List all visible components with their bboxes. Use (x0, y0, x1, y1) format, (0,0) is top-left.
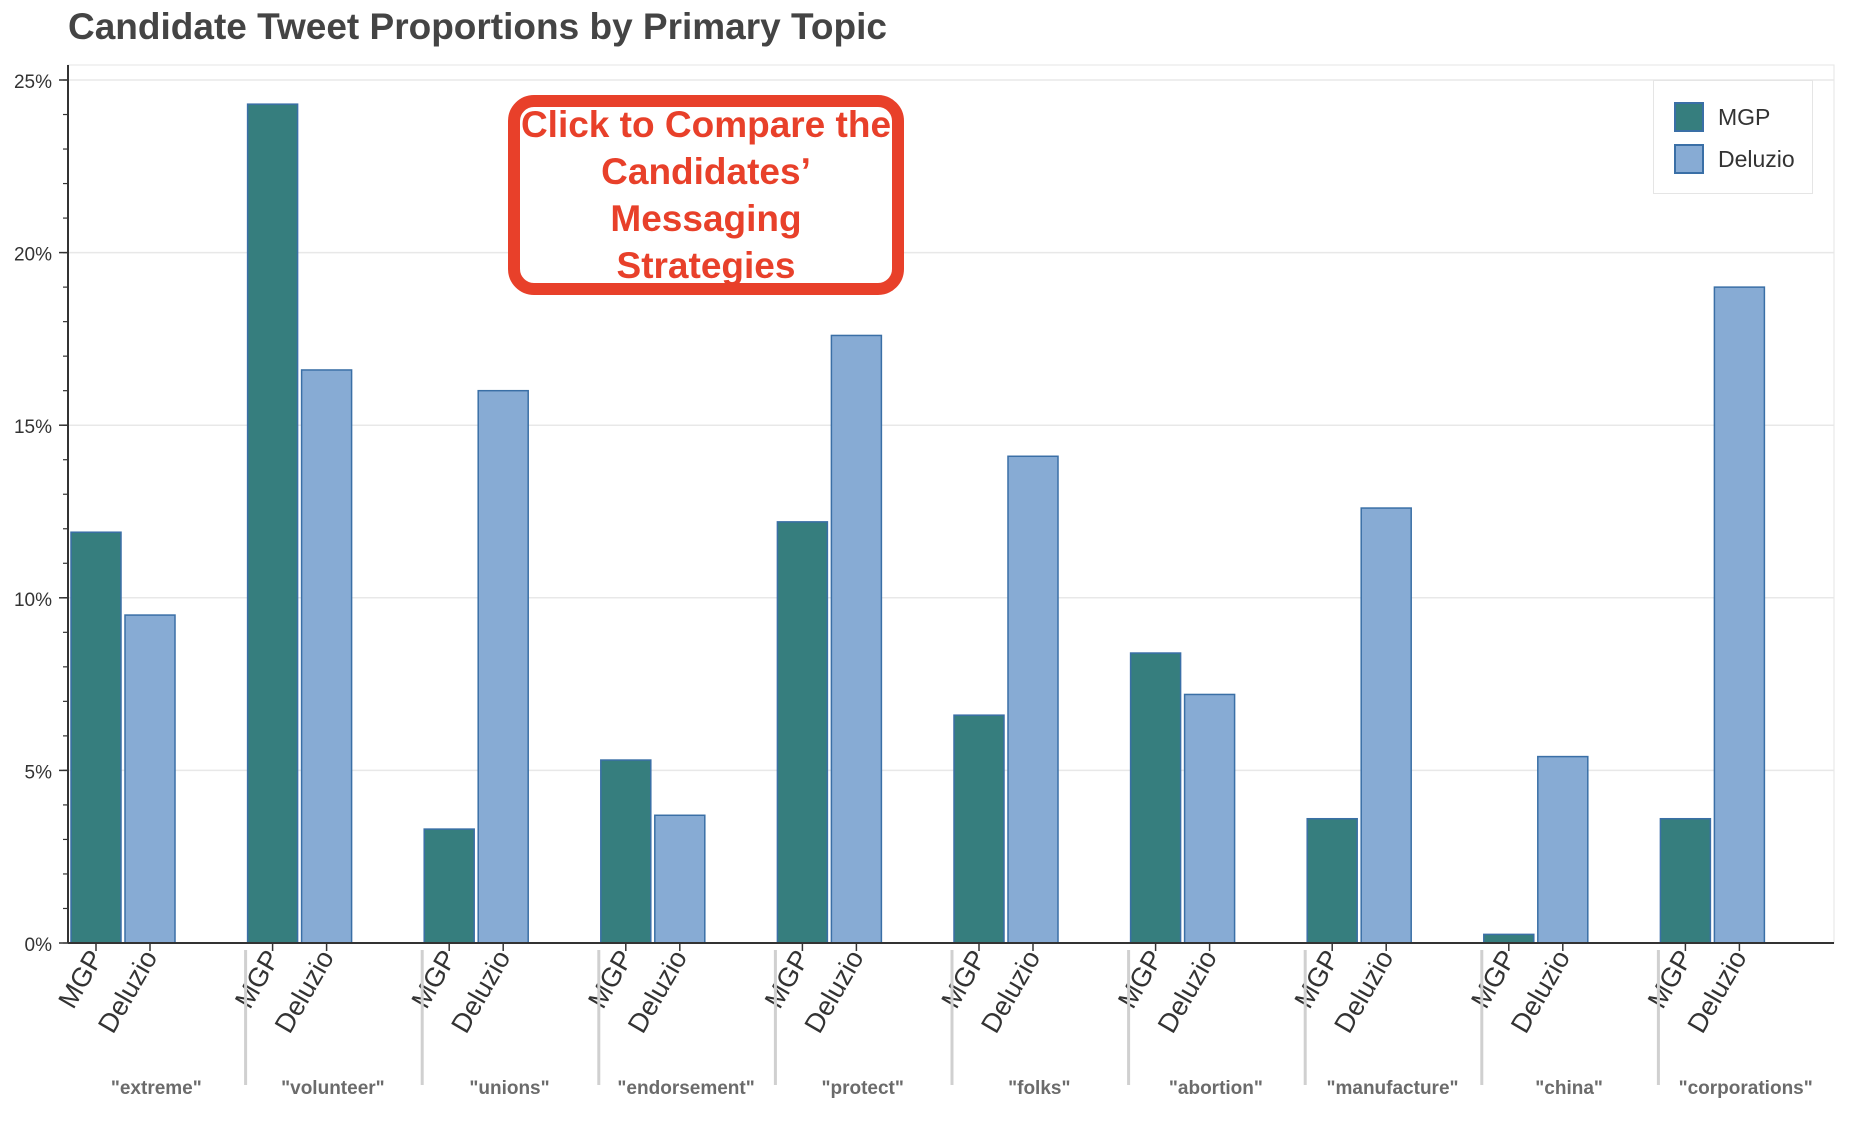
bar-mgp-6[interactable] (1129, 652, 1182, 944)
x-axis-labels: MGPDeluzio"extreme"MGPDeluzio"volunteer"… (52, 945, 1812, 1099)
bar-mgp-9[interactable] (1659, 817, 1712, 944)
legend-item-mgp[interactable]: MGP (1674, 101, 1770, 133)
bar-deluzio-5[interactable] (1007, 455, 1059, 944)
legend: MGP Deluzio (1653, 80, 1813, 194)
x-series-label: MGP (1289, 945, 1346, 1013)
legend-swatch-deluzio (1674, 144, 1704, 174)
x-series-label: MGP (935, 945, 992, 1013)
bar-deluzio-6[interactable] (1183, 693, 1236, 944)
y-tick-label: 5% (25, 762, 53, 783)
chart-title: Candidate Tweet Proportions by Primary T… (68, 6, 887, 47)
x-series-label: MGP (1112, 945, 1169, 1013)
x-category-label: "abortion" (1169, 1078, 1263, 1099)
x-category-label: "china" (1535, 1078, 1603, 1099)
bar-mgp-1[interactable] (246, 103, 299, 944)
bar-mgp-2[interactable] (423, 828, 475, 944)
bar-deluzio-4[interactable] (830, 334, 883, 944)
x-category-label: "unions" (469, 1078, 549, 1099)
bar-deluzio-0[interactable] (124, 614, 176, 944)
y-tick-label: 20% (14, 245, 52, 266)
x-series-label: MGP (52, 945, 109, 1013)
bar-mgp-8[interactable] (1483, 933, 1535, 944)
legend-item-deluzio[interactable]: Deluzio (1674, 143, 1795, 175)
x-series-label: MGP (1642, 945, 1699, 1013)
x-series-label: MGP (1465, 945, 1522, 1013)
x-category-label: "volunteer" (281, 1078, 385, 1099)
compare-candidates-label: Click to Compare the Candidates’ Messagi… (520, 104, 892, 286)
bar-mgp-3[interactable] (600, 759, 652, 944)
bar-deluzio-8[interactable] (1537, 755, 1589, 944)
x-category-label: "extreme" (111, 1078, 202, 1099)
x-series-label: MGP (229, 945, 286, 1013)
bar-deluzio-3[interactable] (654, 814, 706, 944)
bar-mgp-5[interactable] (953, 714, 1005, 944)
y-tick-label: 15% (14, 417, 52, 438)
y-tick-label: 0% (25, 935, 53, 956)
legend-swatch-mgp (1674, 102, 1704, 132)
x-category-label: "corporations" (1679, 1078, 1813, 1099)
x-category-label: "folks" (1008, 1078, 1070, 1099)
compare-candidates-button[interactable]: Click to Compare the Candidates’ Messagi… (508, 95, 904, 295)
bar-deluzio-1[interactable] (300, 369, 353, 944)
bar-mgp-7[interactable] (1306, 817, 1358, 944)
y-tick-label: 25% (14, 72, 52, 93)
bar-mgp-4[interactable] (776, 521, 829, 944)
x-category-label: "endorsement" (617, 1078, 754, 1099)
x-category-label: "protect" (821, 1078, 903, 1099)
bar-deluzio-7[interactable] (1360, 507, 1412, 944)
x-category-label: "manufacture" (1326, 1078, 1458, 1099)
x-series-label: MGP (759, 945, 816, 1013)
bars[interactable] (70, 103, 1766, 944)
x-series-label: MGP (582, 945, 639, 1013)
bar-mgp-0[interactable] (70, 531, 122, 944)
y-tick-label: 10% (14, 590, 52, 611)
bar-deluzio-9[interactable] (1713, 286, 1766, 944)
legend-label-mgp: MGP (1718, 103, 1771, 130)
legend-label-deluzio: Deluzio (1718, 145, 1795, 172)
x-series-label: MGP (406, 945, 463, 1013)
axes: 0% 5% 10% 15% 20% 25% (14, 65, 1834, 956)
bar-deluzio-2[interactable] (477, 389, 529, 944)
